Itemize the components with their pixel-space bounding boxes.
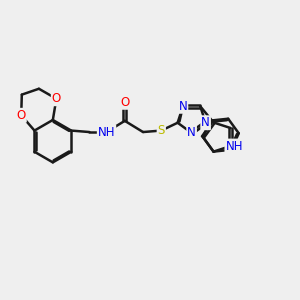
Text: O: O bbox=[120, 96, 129, 109]
Text: NH: NH bbox=[225, 140, 243, 152]
Text: N: N bbox=[201, 116, 210, 129]
Text: N: N bbox=[187, 126, 196, 140]
Text: O: O bbox=[16, 109, 26, 122]
Text: N: N bbox=[178, 100, 187, 113]
Text: O: O bbox=[52, 92, 61, 105]
Text: S: S bbox=[158, 124, 165, 137]
Text: NH: NH bbox=[98, 125, 115, 139]
